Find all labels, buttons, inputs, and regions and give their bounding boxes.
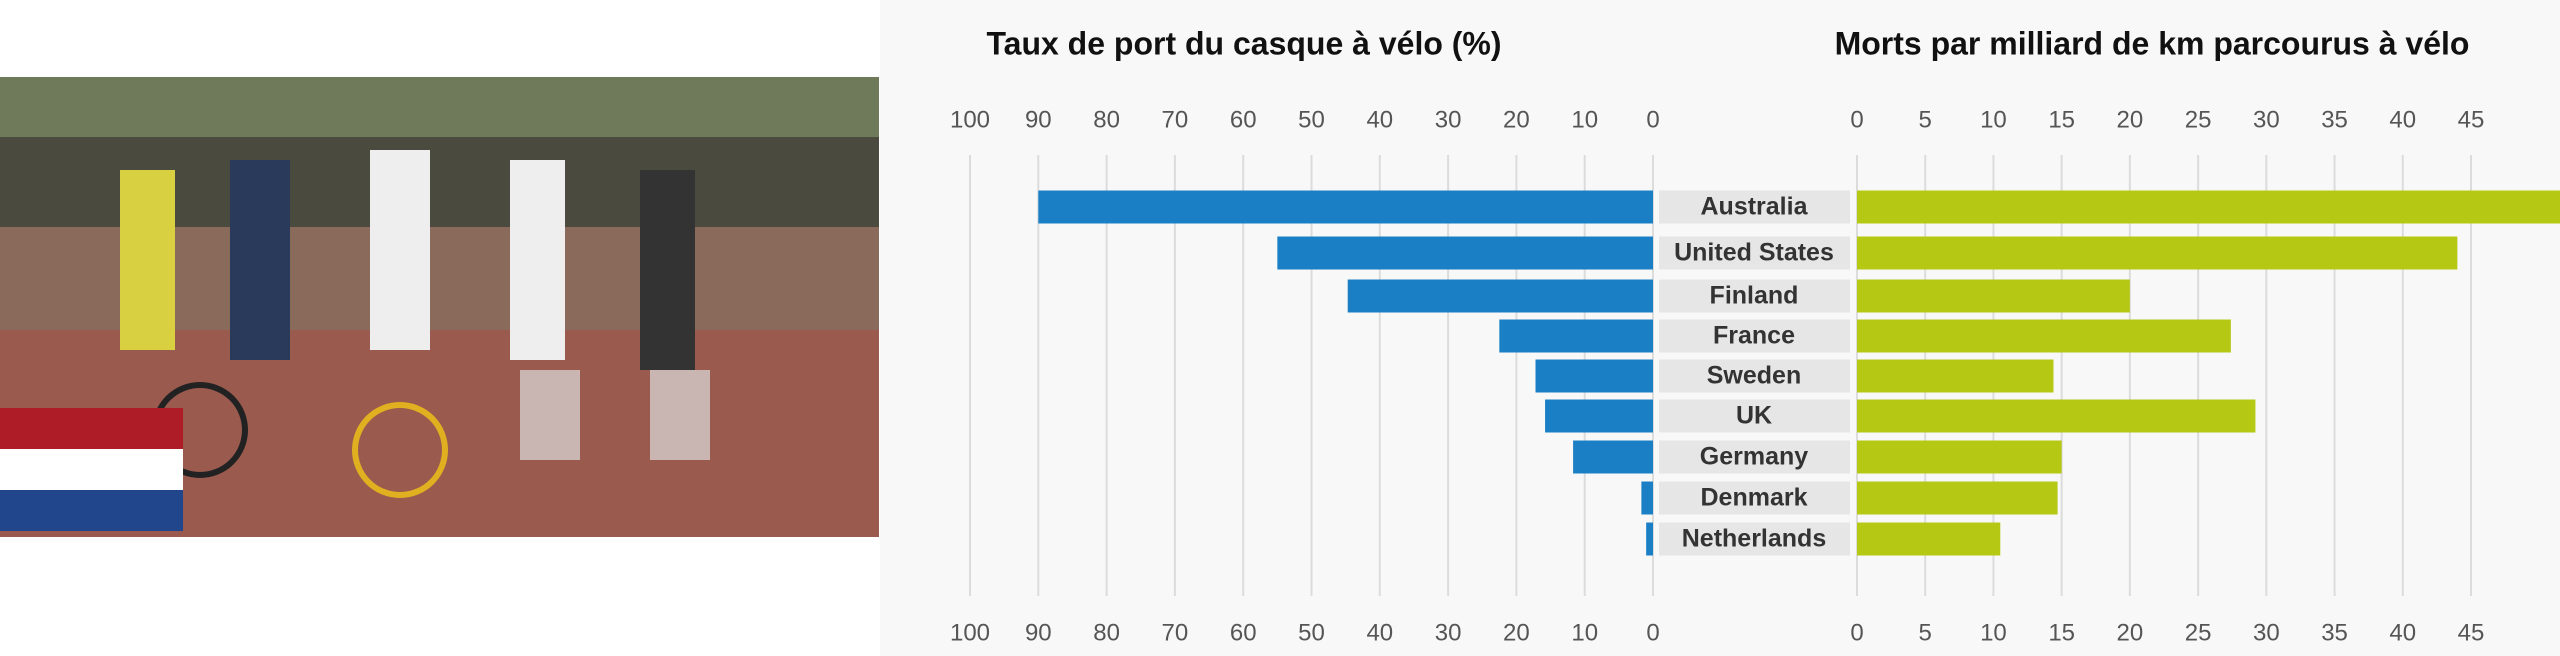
- x-tick-label: 0: [1646, 619, 1659, 646]
- x-tick-label: 20: [1503, 619, 1530, 646]
- category-label-bg: [1659, 522, 1850, 556]
- bar: [1857, 481, 2058, 515]
- bar: [1857, 522, 2001, 556]
- x-tick-label: 30: [2253, 619, 2280, 646]
- x-tick-label: 90: [1025, 619, 1052, 646]
- bar: [1641, 481, 1653, 515]
- x-tick-label: 20: [2117, 106, 2144, 133]
- photo: [0, 77, 879, 537]
- bar: [1857, 399, 2256, 433]
- category-label: Finland: [1710, 282, 1799, 310]
- plot: Australia United States Finland France Swede…: [950, 106, 2560, 646]
- bar: [1857, 279, 2130, 313]
- category-label: Germany: [1700, 443, 1808, 471]
- bar: [1857, 440, 2062, 474]
- chart-title: Morts par milliard de km parcourus à vél…: [1835, 25, 2470, 61]
- x-tick-label: 30: [1435, 106, 1462, 133]
- category-label-bg: [1659, 319, 1850, 353]
- bar: [1857, 319, 2231, 353]
- x-tick-label: 5: [1919, 619, 1932, 646]
- bar: [1857, 190, 2560, 224]
- x-tick-label: 15: [2048, 106, 2075, 133]
- bar: [1545, 399, 1653, 433]
- x-tick-label: 30: [2253, 106, 2280, 133]
- category-label: Netherlands: [1682, 525, 1826, 553]
- x-tick-label: 100: [950, 619, 990, 646]
- x-tick-label: 10: [1980, 619, 2007, 646]
- x-tick-label: 10: [1571, 106, 1598, 133]
- bar: [1857, 236, 2458, 270]
- category-label-bg: [1659, 481, 1850, 515]
- x-tick-label: 10: [1571, 619, 1598, 646]
- x-tick-label: 10: [1980, 106, 2007, 133]
- x-tick-label: 35: [2321, 106, 2348, 133]
- x-tick-label: 20: [1503, 106, 1530, 133]
- x-tick-label: 60: [1230, 619, 1257, 646]
- x-tick-label: 45: [2458, 619, 2485, 646]
- x-tick-label: 40: [1366, 619, 1393, 646]
- category-label-bg: [1659, 440, 1850, 474]
- x-tick-label: 30: [1435, 619, 1462, 646]
- x-tick-label: 80: [1093, 106, 1120, 133]
- x-tick-label: 70: [1162, 106, 1189, 133]
- x-tick-label: 50: [1298, 106, 1325, 133]
- category-label: United States: [1674, 239, 1834, 267]
- category-label-bg: [1659, 190, 1850, 224]
- category-label-bg: [1659, 236, 1850, 270]
- category-label-bg: [1659, 279, 1850, 313]
- x-tick-label: 0: [1646, 106, 1659, 133]
- category-label-bg: [1659, 399, 1850, 433]
- x-tick-label: 25: [2185, 106, 2212, 133]
- x-tick-label: 5: [1919, 106, 1932, 133]
- category-label: Denmark: [1701, 484, 1808, 512]
- x-tick-label: 70: [1162, 619, 1189, 646]
- bar: [1347, 279, 1653, 313]
- x-tick-label: 80: [1093, 619, 1120, 646]
- bar: [1499, 319, 1653, 353]
- chart-title: Taux de port du casque à vélo (%): [986, 25, 1501, 61]
- x-tick-label: 35: [2321, 619, 2348, 646]
- bar: [1646, 522, 1653, 556]
- x-tick-label: 60: [1230, 106, 1257, 133]
- bar: [1857, 359, 2054, 393]
- bar: [1277, 236, 1653, 270]
- bar: [1573, 440, 1653, 474]
- category-label: Sweden: [1707, 362, 1801, 390]
- x-tick-label: 0: [1850, 106, 1863, 133]
- x-tick-label: 0: [1850, 619, 1863, 646]
- category-label: UK: [1736, 402, 1772, 430]
- x-tick-label: 20: [2117, 619, 2144, 646]
- x-tick-label: 40: [2389, 106, 2416, 133]
- bar: [1535, 359, 1653, 393]
- x-tick-label: 50: [1298, 619, 1325, 646]
- category-label: France: [1713, 322, 1795, 350]
- x-tick-label: 45: [2458, 106, 2485, 133]
- x-tick-label: 15: [2048, 619, 2075, 646]
- x-tick-label: 100: [950, 106, 990, 133]
- x-tick-label: 25: [2185, 619, 2212, 646]
- bar: [1038, 190, 1653, 224]
- x-tick-label: 40: [1366, 106, 1393, 133]
- x-tick-label: 90: [1025, 106, 1052, 133]
- x-tick-label: 40: [2389, 619, 2416, 646]
- category-label: Australia: [1701, 193, 1809, 221]
- category-label-bg: [1659, 359, 1850, 393]
